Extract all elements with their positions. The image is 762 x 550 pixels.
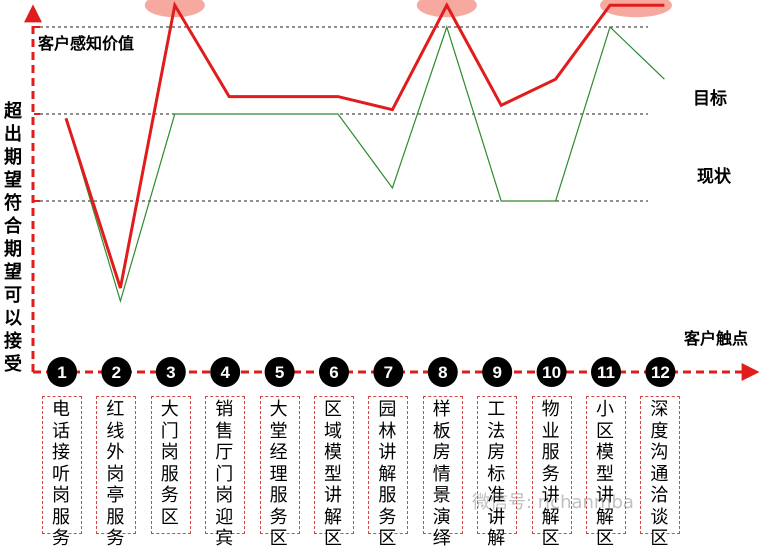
peak-highlight xyxy=(416,0,477,18)
touchpoint-badge xyxy=(536,357,567,387)
touchpoint-box: 工法房标准讲解 xyxy=(477,396,518,549)
touchpoint-name: 区域模型讲解区 xyxy=(324,399,342,549)
touchpoint-box: 红线外岗亭服务 xyxy=(96,396,137,549)
touchpoint-name: 深度沟通洽谈区 xyxy=(650,399,669,549)
touchpoint-name: 工法房标准讲解 xyxy=(487,399,506,549)
touchpoint-box: 销售厅门岗迎宾 xyxy=(205,396,246,549)
touchpoint-badge xyxy=(319,357,349,387)
touchpoint-badge xyxy=(591,357,621,387)
touchpoint-number: 1 xyxy=(57,363,66,382)
touchpoint-number: 9 xyxy=(492,363,501,382)
touchpoint-badge xyxy=(645,357,676,387)
target-series-line xyxy=(64,1,665,289)
touchpoint-name: 销售厅门岗迎宾 xyxy=(215,399,234,549)
touchpoint-box: 区域模型讲解区 xyxy=(314,396,354,549)
touchpoint-number: 8 xyxy=(438,363,447,382)
watermark: 微信号: rjchanmba xyxy=(472,492,634,513)
touchpoint-name: 大堂经理服务区 xyxy=(269,399,288,549)
legend-target: 目标 xyxy=(693,89,727,109)
x-axis-title: 客户触点 xyxy=(684,329,749,348)
touchpoint-name: 小区模型讲解区 xyxy=(596,399,614,549)
touchpoint-number: 2 xyxy=(112,363,121,382)
touchpoint-number: 10 xyxy=(542,363,561,382)
touchpoint-number: 3 xyxy=(166,363,175,382)
touchpoint-number: 5 xyxy=(275,363,284,382)
touchpoint-box: 大门岗服务区 xyxy=(150,396,191,534)
current-series-line xyxy=(65,25,665,304)
touchpoint-badge xyxy=(482,357,513,387)
touchpoint-name: 园林讲解服务区 xyxy=(378,399,397,549)
touchpoint-box: 大堂经理服务区 xyxy=(259,396,300,549)
touchpoint-box: 园林讲解服务区 xyxy=(368,396,409,549)
y-axis-title: 客户感知价值 xyxy=(38,34,135,53)
touchpoint-number: 11 xyxy=(597,363,615,382)
touchpoint-name: 电话接听岗服务 xyxy=(52,399,70,549)
touchpoint-number: 6 xyxy=(329,363,338,382)
legend-current: 现状 xyxy=(697,167,731,187)
touchpoint-box: 电话接听岗服务 xyxy=(42,396,82,549)
touchpoint-number: 4 xyxy=(220,363,230,382)
peak-highlight xyxy=(600,0,672,18)
touchpoint-name: 样板房情景演绎 xyxy=(432,399,451,549)
touchpoint-name: 大门岗服务区 xyxy=(160,399,179,528)
touchpoint-number: 12 xyxy=(651,363,670,382)
touchpoint-badge xyxy=(373,357,404,387)
touchpoint-badge xyxy=(47,357,77,387)
touchpoint-number: 7 xyxy=(384,363,393,382)
touchpoint-badge xyxy=(210,357,241,387)
touchpoint-badge xyxy=(101,357,132,387)
touchpoint-box: 小区模型讲解区 xyxy=(586,396,626,549)
expectation-levels-label: 超出期望符合期望可以接受 xyxy=(4,101,22,375)
touchpoint-badge xyxy=(264,357,295,387)
touchpoint-name: 红线外岗亭服务 xyxy=(106,399,125,549)
touchpoint-badge xyxy=(427,357,458,387)
touchpoint-name: 物业服务讲解区 xyxy=(541,399,560,549)
touchpoint-box: 样板房情景演绎 xyxy=(422,396,463,549)
touchpoint-badge xyxy=(155,357,186,387)
touchpoint-box: 深度沟通洽谈区 xyxy=(640,396,681,549)
